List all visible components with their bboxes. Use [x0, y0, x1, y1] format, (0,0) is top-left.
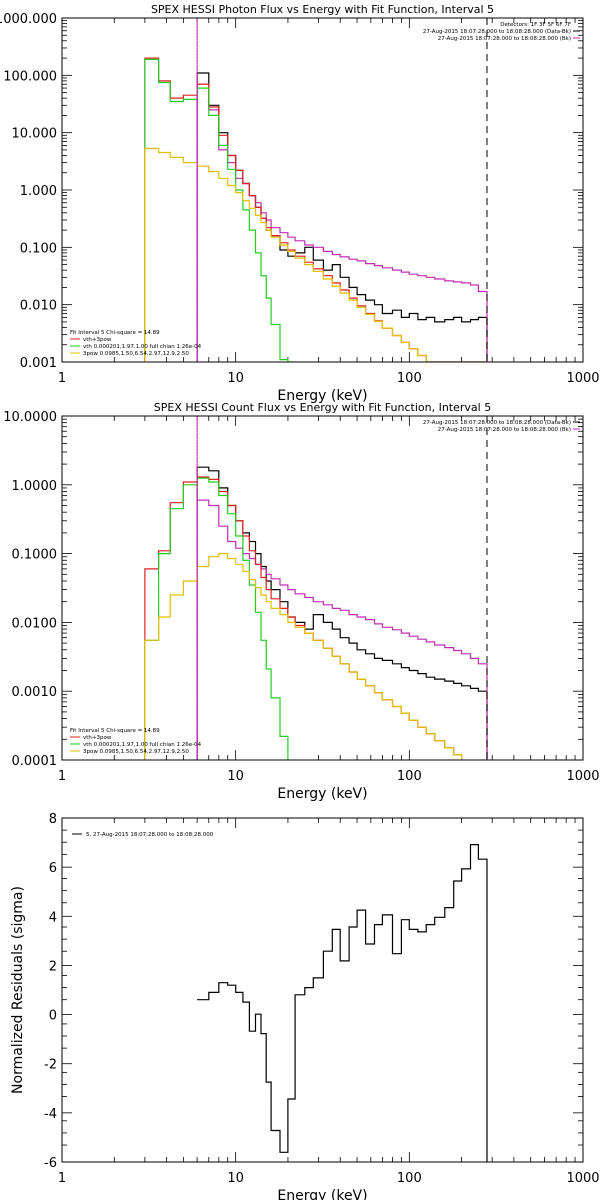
plot-area — [197, 844, 488, 1162]
legend-entry: vth 0.000201,1.97,1.00 full chian 1.26e-… — [83, 742, 202, 748]
y-tick-label: 10.0000 — [3, 410, 57, 425]
y-tick-label: 10.000 — [12, 127, 58, 142]
chart-panel-2: SPEX HESSI Count Flux vs Energy with Fit… — [3, 401, 599, 802]
chart-panel-3: 1 10 100 1000 8 6 4 2 0 -2 -4 -6 Energy (keV) Normali… — [10, 812, 600, 1200]
legend-entry: 3pow 0.0985,1.50,6.54,2.97,12.9,2.50 — [83, 351, 189, 357]
legend-title: Fit Interval 5 Chi-square = 14.89 — [70, 330, 160, 336]
x-tick-label: 100 — [397, 769, 422, 784]
x-axis-label: Energy (keV) — [277, 388, 367, 404]
series-line-1 — [197, 844, 488, 1162]
y-tick-label: 0.0001 — [12, 754, 58, 769]
x-tick-label: 1000 — [566, 769, 599, 784]
legend-entry: vth 0.000201,1.97,1.00 full chian 1.26e-… — [83, 344, 202, 350]
y-tick-label: 6 — [49, 861, 57, 876]
x-axis-label: Energy (keV) — [277, 1188, 367, 1200]
y-tick-label: -6 — [44, 1156, 57, 1171]
y-tick-label: 100.000 — [3, 69, 57, 84]
header-text: Detectors: 1F 3F 5F 6F 7F — [500, 22, 571, 28]
y-tick-label: 1000.000 — [0, 12, 57, 27]
series-line-5 — [144, 147, 487, 362]
y-tick-label: -4 — [44, 1107, 57, 1122]
y-tick-label: 8 — [49, 812, 57, 827]
plot-frame — [61, 415, 584, 761]
header-text: 27-Aug-2015 18:07:28.000 to 18:08:28.000… — [438, 36, 571, 42]
x-tick-label: 1 — [58, 1171, 66, 1186]
x-tick-label: 100 — [397, 371, 422, 386]
x-axis-label: Energy (keV) — [277, 786, 367, 802]
y-tick-label: 0.0100 — [12, 616, 58, 631]
y-tick-label: 0 — [49, 1009, 57, 1024]
y-tick-label: -2 — [44, 1058, 57, 1073]
series-line-1 — [196, 72, 488, 362]
legend-title: Fit Interval 5 Chi-square = 14.89 — [70, 728, 160, 734]
y-tick-label: 0.0010 — [12, 685, 58, 700]
chart-panel-1: SPEX HESSI Photon Flux vs Energy with Fi… — [0, 3, 600, 404]
x-tick-label: 10 — [227, 769, 244, 784]
series-line-2 — [196, 83, 488, 362]
series-line-5 — [144, 553, 463, 760]
header-text: 27-Aug-2015 18:07:28.000 to 18:08:28.000… — [423, 29, 571, 35]
legend-entry: vth+3pow — [83, 337, 112, 343]
y-tick-label: 0.100 — [20, 241, 57, 256]
header-text: 27-Aug-2015 18:07:28.000 to 18:08:28.000… — [423, 420, 571, 426]
x-tick-label: 1 — [58, 371, 66, 386]
x-tick-label: 10 — [227, 1171, 244, 1186]
chart-title: SPEX HESSI Photon Flux vs Energy with Fi… — [151, 3, 494, 16]
x-tick-label: 10 — [227, 371, 244, 386]
y-tick-label: 4 — [49, 910, 57, 925]
series-line-3 — [144, 57, 487, 362]
y-tick-label: 1.0000 — [12, 479, 58, 494]
plot-area — [144, 18, 488, 362]
y-tick-label: 0.1000 — [12, 548, 58, 563]
header-text: 27-Aug-2015 18:07:28.000 to 18:08:28.000… — [438, 427, 571, 433]
series-line-3 — [144, 476, 463, 760]
x-tick-label: 1 — [58, 769, 66, 784]
x-tick-label: 100 — [397, 1171, 422, 1186]
y-tick-label: 1.000 — [20, 184, 57, 199]
x-tick-label: 1000 — [566, 371, 599, 386]
y-tick-label: 0.010 — [20, 299, 57, 314]
plot-frame — [61, 17, 584, 363]
series-line-4 — [144, 58, 296, 362]
chart-title: SPEX HESSI Count Flux vs Energy with Fit… — [154, 401, 491, 414]
plot-frame — [61, 817, 584, 1163]
series-line-2 — [196, 499, 488, 760]
legend-entry: 3pow 0.0985,1.50,6.54,2.97,12.9,2.50 — [83, 749, 189, 755]
series-line-4 — [144, 477, 289, 760]
y-tick-label: 0.001 — [20, 356, 57, 371]
y-axis-label: Normalized Residuals (sigma) — [10, 886, 26, 1094]
legend-entry: vth+3pow — [83, 735, 112, 741]
legend-entry: 5, 27-Aug-2015 18:07:28.000 to 18:08:28.… — [86, 832, 214, 838]
series-line-1 — [196, 466, 488, 760]
plot-area — [144, 416, 488, 760]
x-tick-label: 1000 — [566, 1171, 599, 1186]
y-tick-label: 2 — [49, 959, 57, 974]
